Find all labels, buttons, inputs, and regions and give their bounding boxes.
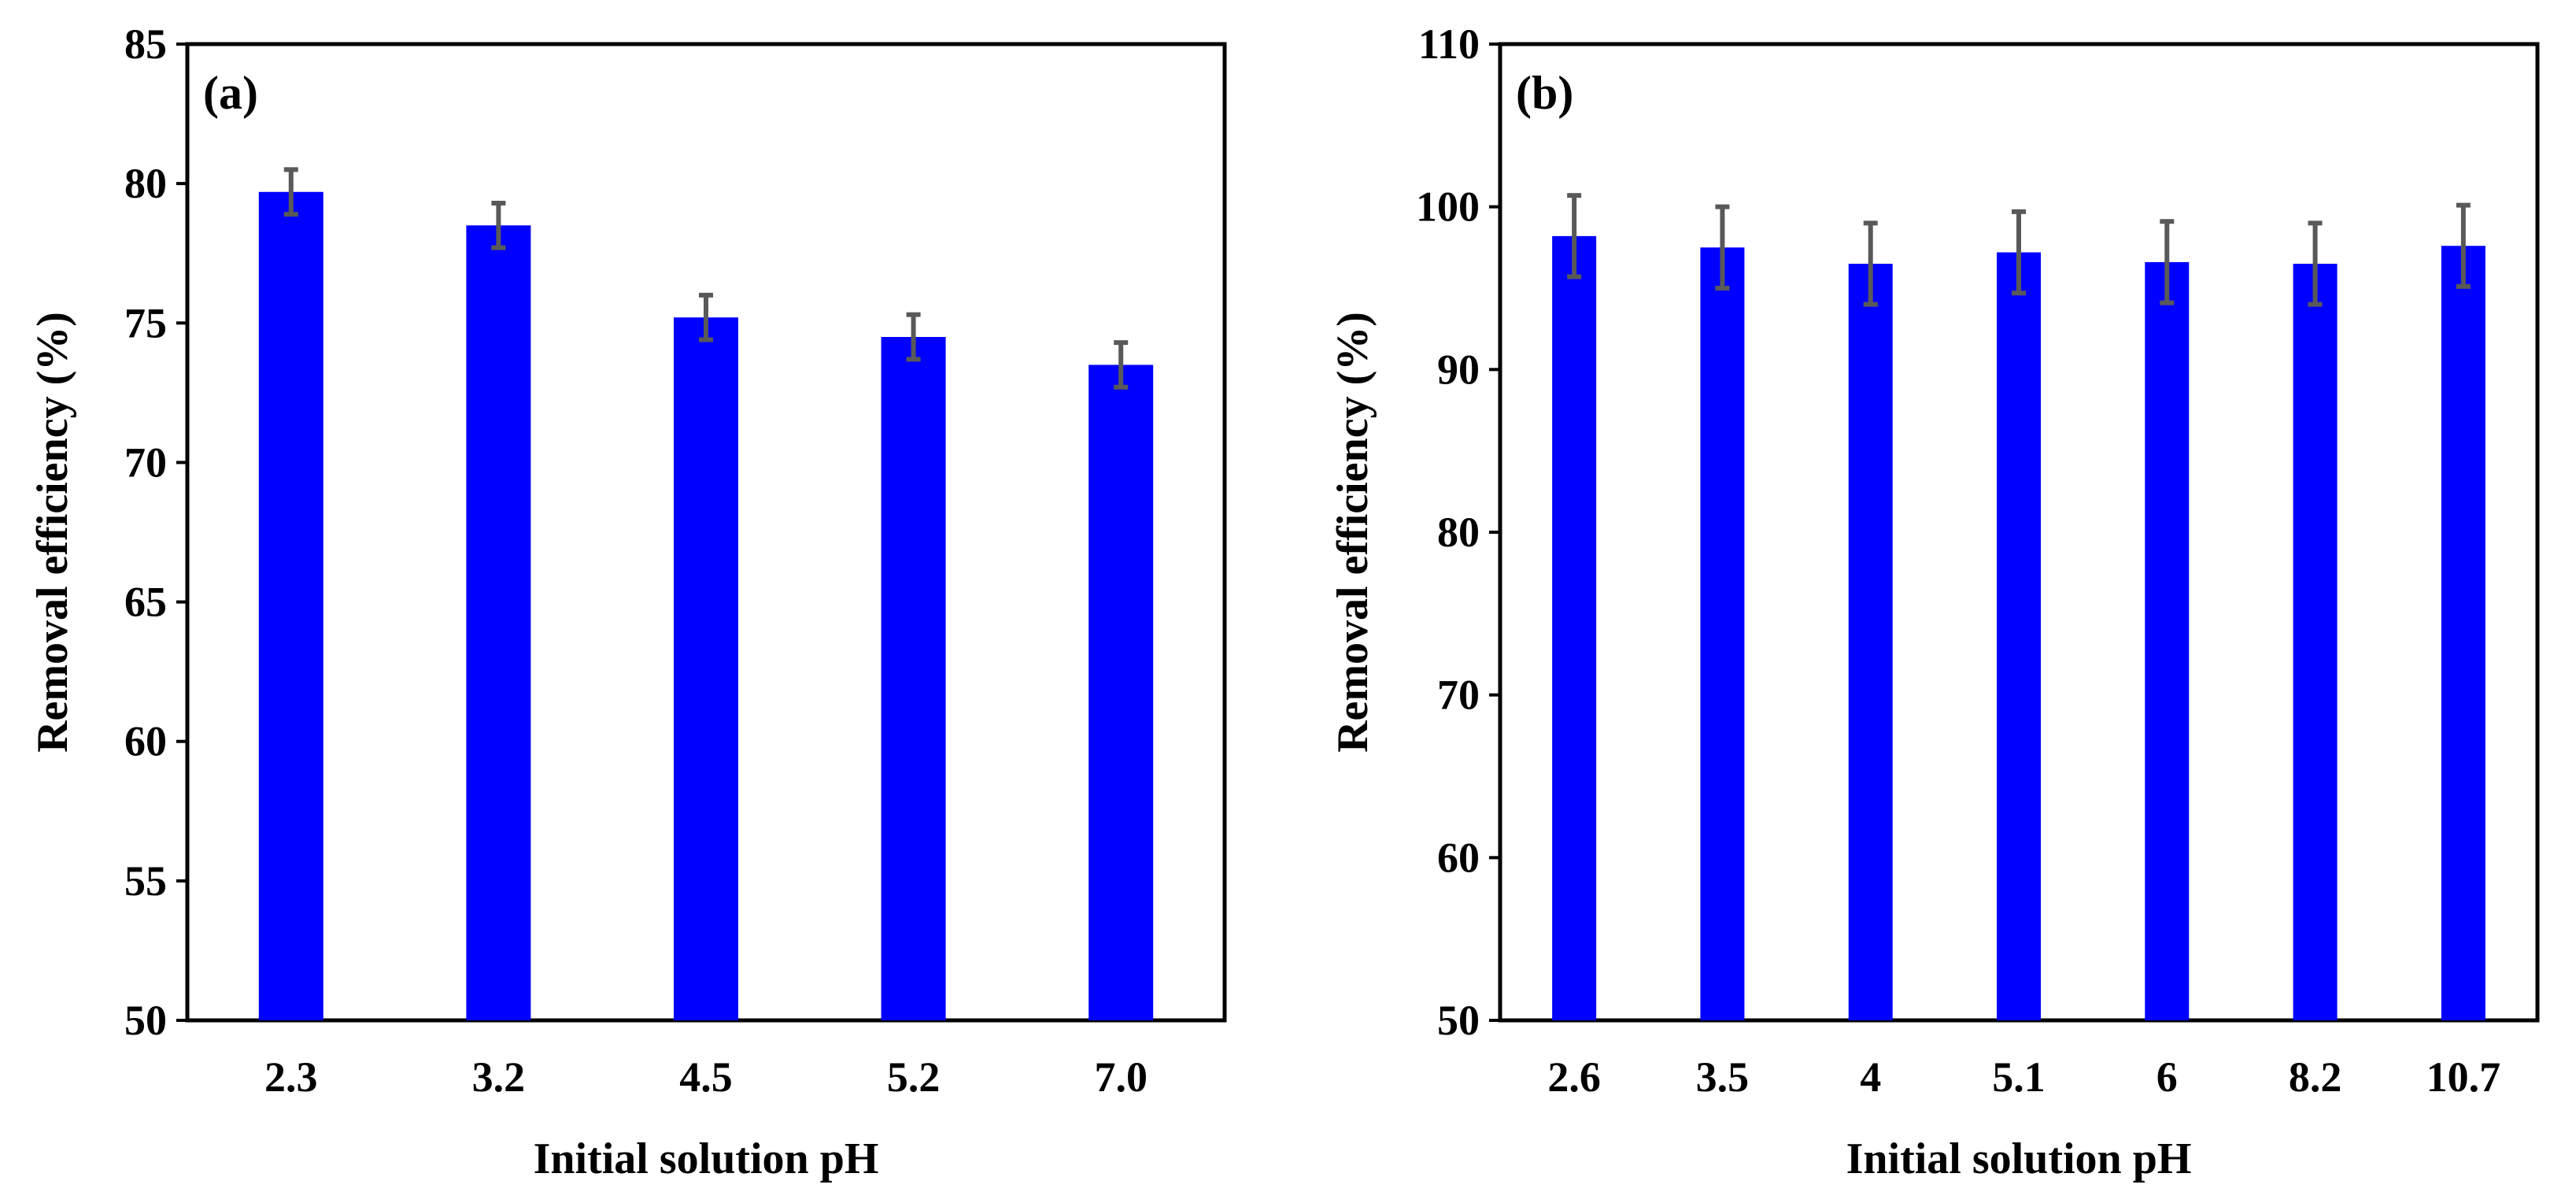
error-bar [699,292,713,342]
x-axis-ticks-b: 2.6 3.5 4 5.1 6 8.2 10.7 [1547,1053,2500,1101]
y-tick-label: 55 [124,857,167,905]
panel-label-b: (b) [1516,67,1573,119]
error-bars-a [283,167,1129,390]
y-axis-title-b: Removal efficiency (%) [1329,312,1377,753]
bar [881,337,946,1020]
bar [1848,264,1893,1020]
bar [2145,261,2190,1020]
x-tick-label: 2.3 [264,1053,318,1101]
error-bar [2160,219,2175,305]
error-bar [2456,202,2471,289]
bar [674,317,738,1020]
bar [1088,365,1154,1020]
y-tick-label: 50 [124,997,167,1044]
error-bar [2308,220,2323,307]
error-bar [283,167,298,217]
error-bar [1715,204,1730,291]
bar [466,225,531,1020]
x-axis-title-b: Initial solution pH [1846,1135,2192,1183]
y-tick-label: 60 [124,718,167,765]
x-tick-label: 5.1 [1992,1053,2046,1101]
chart-panel-b: (b) Initial solution pH Removal efficien… [1329,20,2540,1183]
x-tick-label: 4 [1860,1053,1881,1101]
bar [1997,252,2041,1020]
y-tick-label: 70 [124,439,167,486]
x-tick-label: 8.2 [2289,1053,2342,1101]
panel-label-a: (a) [203,67,258,119]
y-tick-label: 70 [1437,672,1480,719]
y-tick-label: 100 [1416,183,1480,231]
y-axis-title-a: Removal efficiency (%) [28,312,77,753]
chart-panel-a: (a) Initial solution pH Removal efficien… [28,20,1227,1183]
error-bar [1114,340,1129,390]
x-tick-label: 2.6 [1547,1053,1601,1101]
x-axis-title-a: Initial solution pH [534,1135,879,1183]
x-tick-label: 5.2 [887,1053,941,1101]
y-axis-ticks-a: 50 55 60 65 70 75 80 85 [124,20,187,1044]
x-tick-label: 4.5 [679,1053,733,1101]
bar [1552,235,1597,1020]
x-tick-label: 10.7 [2426,1053,2501,1101]
y-tick-label: 90 [1437,346,1480,393]
y-tick-label: 50 [1437,997,1480,1044]
error-bar [1863,220,1878,307]
x-axis-ticks-a: 2.3 3.2 4.5 5.2 7.0 [264,1053,1148,1101]
x-tick-label: 7.0 [1094,1053,1148,1101]
error-bar [2012,209,2026,296]
bars-b [1552,235,2485,1020]
error-bar [1567,193,1582,279]
error-bar [491,200,506,250]
y-tick-label: 65 [124,579,167,626]
x-tick-label: 3.2 [472,1053,526,1101]
y-axis-ticks-b: 50 60 70 80 90 100 110 [1416,20,1500,1044]
bar [1700,247,1745,1020]
bar [258,191,323,1020]
bar [2293,264,2338,1020]
y-tick-label: 75 [124,299,167,346]
error-bars-b [1567,193,2471,307]
x-tick-label: 6 [2157,1053,2178,1101]
x-tick-label: 3.5 [1696,1053,1750,1101]
y-tick-label: 60 [1437,834,1480,881]
y-tick-label: 80 [1437,509,1480,556]
bars-a [258,191,1154,1020]
y-tick-label: 80 [124,160,167,207]
y-tick-label: 85 [124,20,167,68]
error-bar [906,312,921,362]
bar [2441,246,2485,1020]
y-tick-label: 110 [1418,20,1480,68]
